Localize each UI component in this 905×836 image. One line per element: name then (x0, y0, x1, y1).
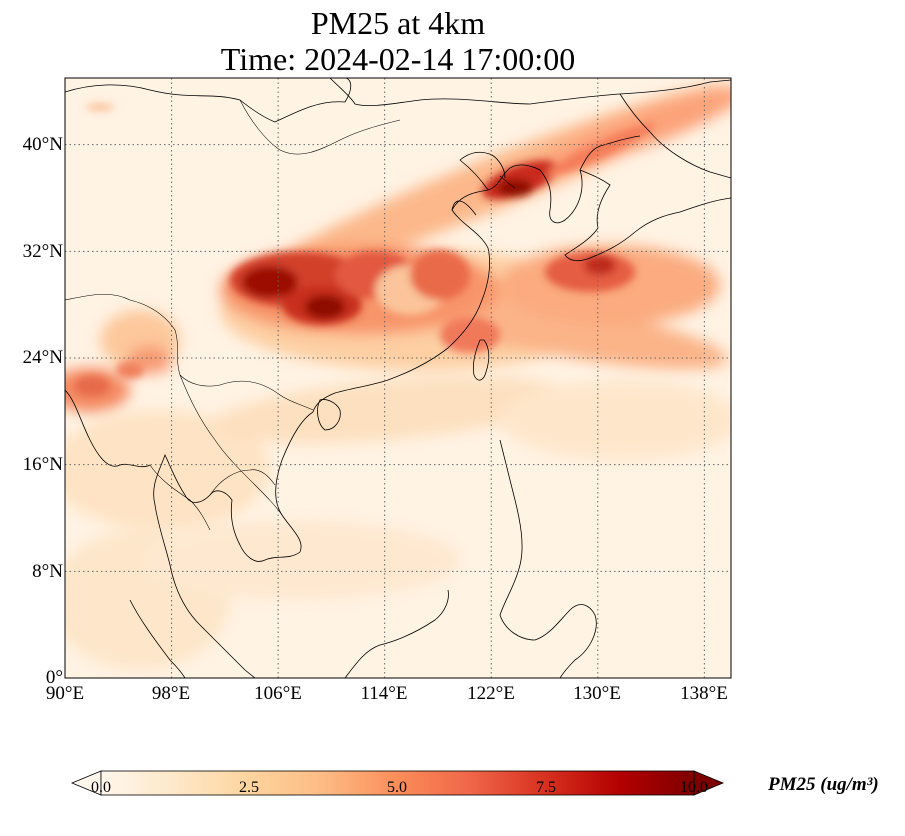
y-tick-label: 0° (45, 667, 63, 688)
y-tick-label: 8°N (32, 561, 63, 582)
colorbar (70, 770, 725, 796)
colorbar-tick-label: 0.0 (91, 779, 111, 796)
coastlines (65, 78, 731, 678)
colorbar-tick-label: 2.5 (239, 779, 259, 796)
colorbar-tick-label: 7.5 (536, 779, 556, 796)
colorbar-tick-label: 10.0 (680, 779, 708, 796)
country-borders (65, 99, 516, 531)
x-tick-label: 106°E (254, 683, 302, 704)
colorbar-gradient (100, 770, 695, 796)
colorbar-tick-label: 5.0 (387, 779, 407, 796)
map-title-line-2: Time: 2024-02-14 17:00:00 (220, 41, 576, 77)
y-tick-label: 24°N (22, 347, 63, 368)
pm25-field (65, 78, 731, 678)
y-tick-label: 32°N (22, 241, 63, 262)
y-tick-label: 40°N (22, 134, 63, 155)
map-title-line-1: PM25 at 4km (310, 5, 486, 41)
gridlines (65, 78, 731, 678)
colorbar-label: PM25 (ug/m³) (768, 774, 879, 795)
x-tick-label: 98°E (151, 683, 191, 704)
x-tick-label: 122°E (467, 683, 515, 704)
x-tick-label: 90°E (45, 683, 85, 704)
x-tick-label: 130°E (573, 683, 621, 704)
map-frame (64, 77, 732, 679)
y-tick-label: 16°N (22, 454, 63, 475)
x-tick-label: 138°E (680, 683, 728, 704)
x-tick-label: 114°E (360, 683, 408, 704)
